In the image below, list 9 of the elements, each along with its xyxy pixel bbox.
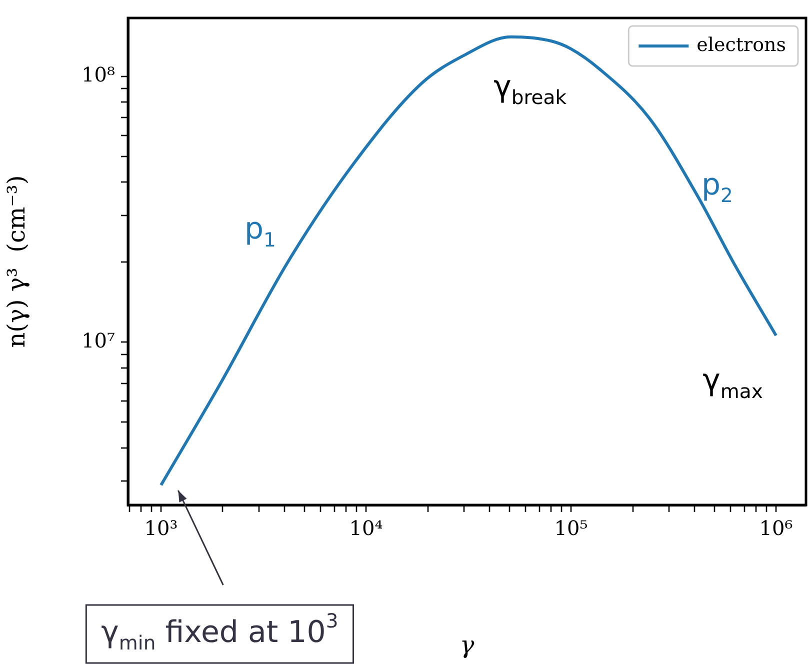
y-tick-label: 10⁸ xyxy=(82,62,115,87)
x-tick-label: 10⁴ xyxy=(349,516,383,540)
legend-label: electrons xyxy=(696,34,786,56)
y-axis-title: n(γ) γ³ (cm⁻³) xyxy=(2,175,31,348)
x-tick-label: 10³ xyxy=(144,516,178,540)
y-tick-label: 10⁷ xyxy=(82,328,115,352)
x-tick-label: 10⁶ xyxy=(759,516,793,540)
x-tick-label: 10⁵ xyxy=(554,516,588,540)
x-axis-title: γ xyxy=(460,630,475,659)
